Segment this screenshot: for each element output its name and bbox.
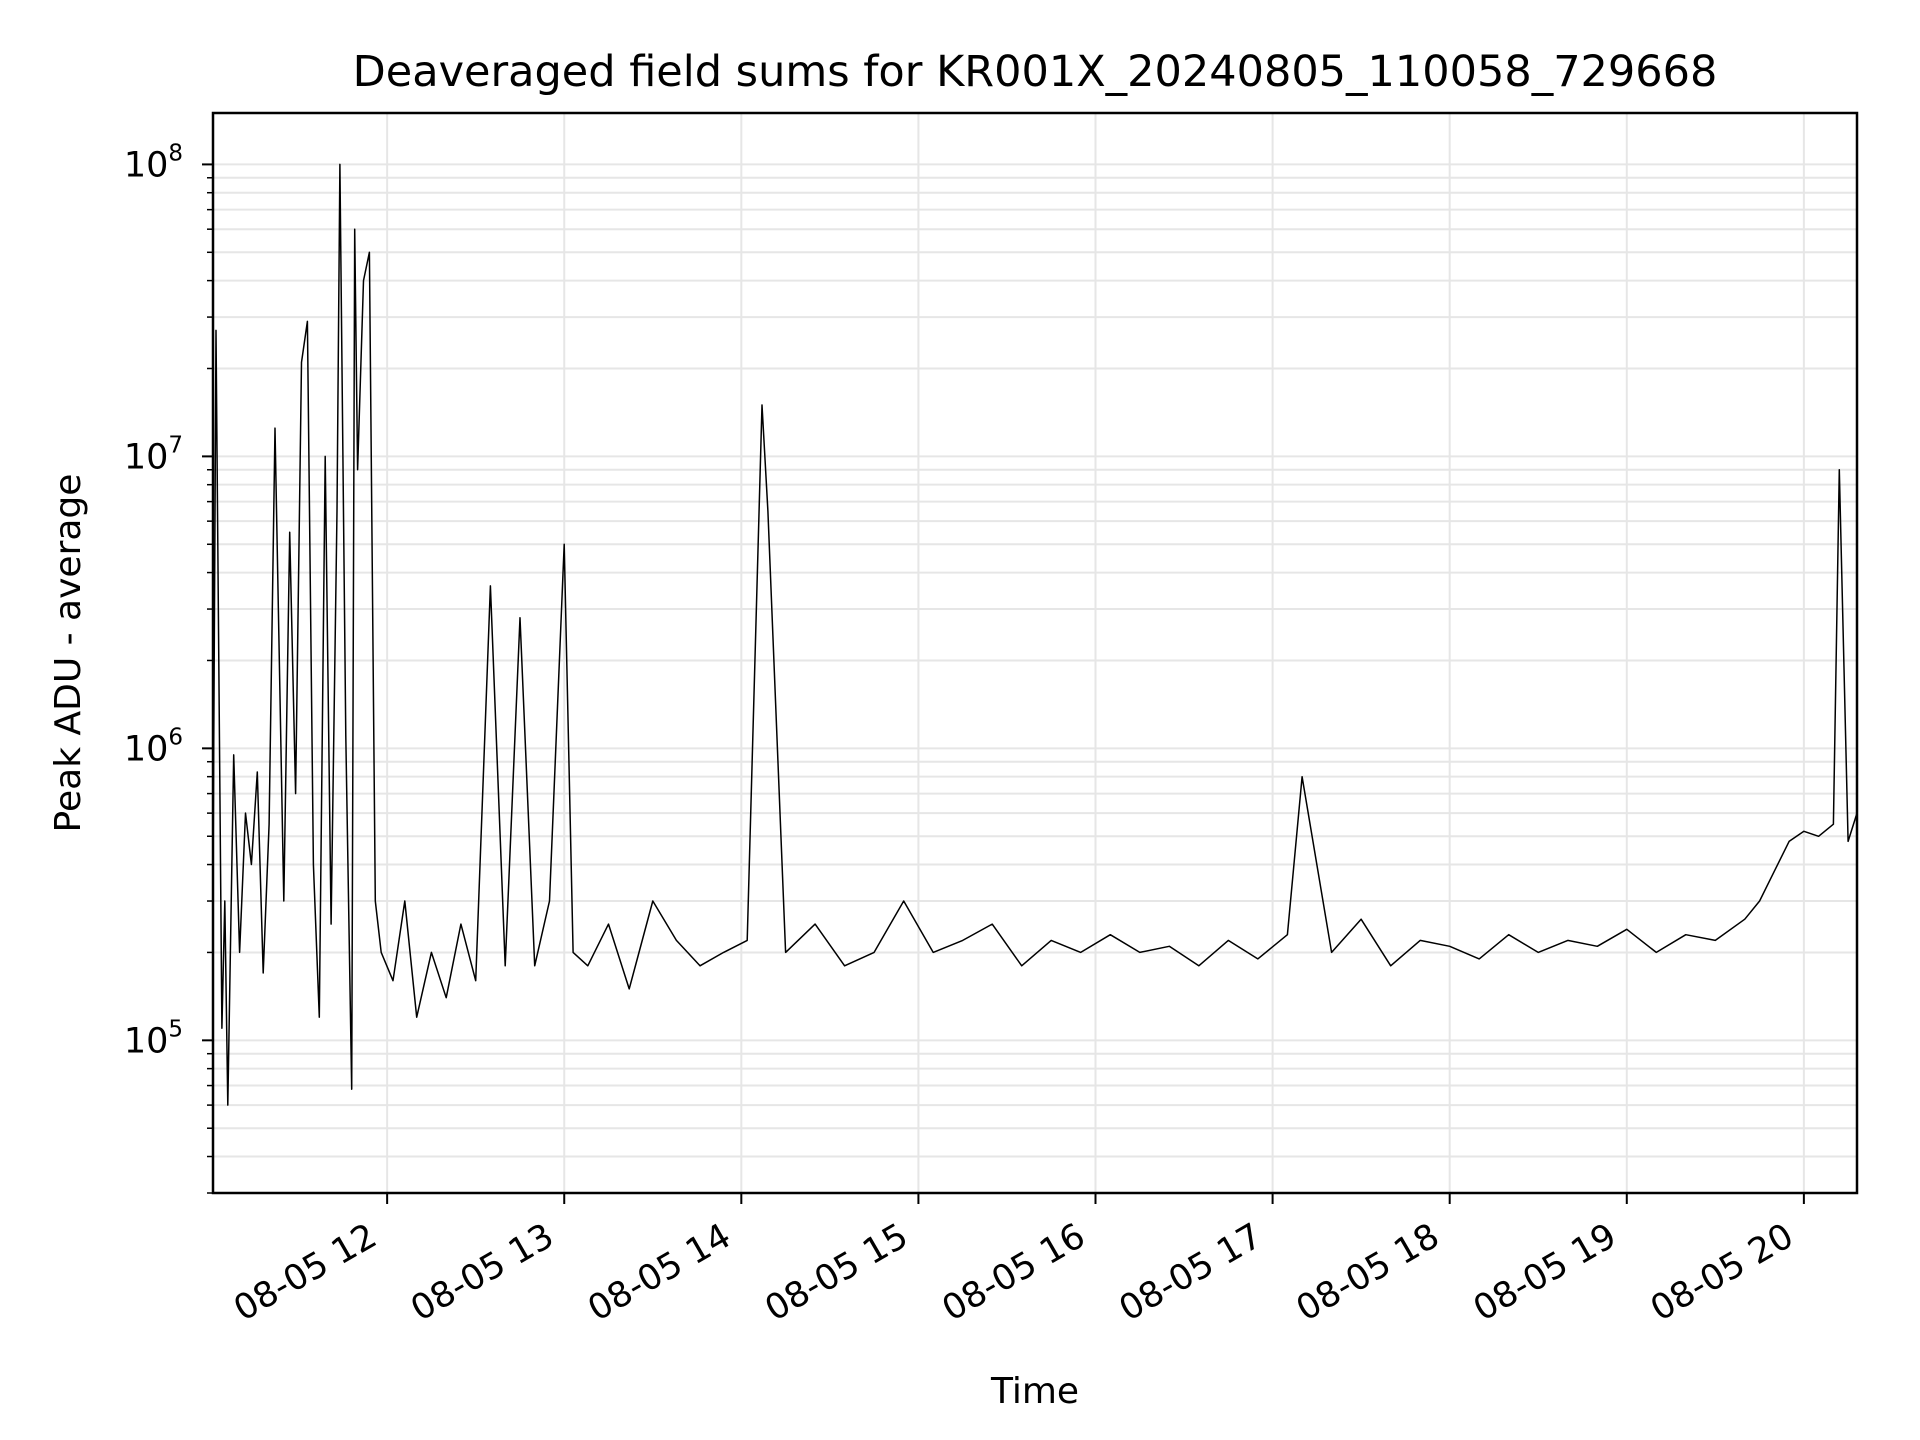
x-axis-label: Time <box>990 1371 1079 1412</box>
series-line <box>212 163 1858 1106</box>
series-layer <box>212 163 1858 1106</box>
y-tick-label: 106 <box>124 724 183 769</box>
plot-frame <box>211 111 1859 1195</box>
y-axis-label: Peak ADU - average <box>48 474 89 833</box>
y-tick-label: 108 <box>124 140 183 185</box>
chart-title: Deaveraged field sums for KR001X_2024080… <box>353 47 1718 97</box>
grid-lines <box>213 113 1857 1194</box>
y-tick-label: 107 <box>124 432 183 477</box>
y-tick-label: 105 <box>124 1016 183 1061</box>
